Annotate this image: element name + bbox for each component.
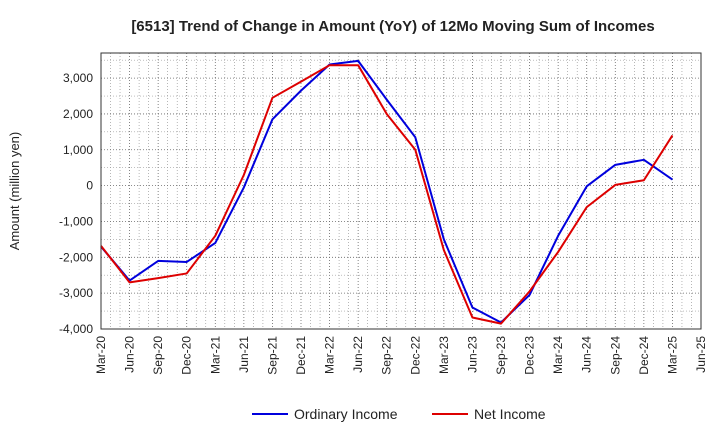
grid: [100, 53, 702, 330]
x-tick-label: Dec-24: [637, 336, 651, 375]
x-tick-label: Mar-20: [94, 336, 108, 374]
chart-title: [6513] Trend of Change in Amount (YoY) o…: [131, 18, 654, 35]
y-tick-label: 1,000: [63, 143, 93, 157]
x-tick-label: Sep-21: [265, 336, 279, 375]
x-tick-label: Jun-20: [123, 336, 137, 373]
series-lines: [100, 59, 674, 325]
y-tick-label: 3,000: [63, 71, 93, 85]
legend: Ordinary Income Net Income: [252, 406, 546, 422]
y-tick-label: -4,000: [59, 322, 93, 336]
x-tick-label: Mar-24: [551, 336, 565, 374]
x-tick-label: Sep-22: [380, 336, 394, 375]
x-tick-label: Mar-23: [437, 336, 451, 374]
series-line-2: [100, 64, 674, 325]
x-tick-label: Mar-21: [208, 336, 222, 374]
x-tick-label: Dec-20: [180, 336, 194, 375]
series-line-1: [100, 59, 673, 324]
y-tick-label: -3,000: [59, 286, 93, 300]
x-tick-label: Jun-21: [237, 336, 251, 373]
x-tick-label: Mar-25: [665, 336, 679, 374]
plot-frame: [100, 52, 702, 330]
x-tick-label: Jun-22: [351, 336, 365, 373]
x-tick-label: Jun-25: [694, 336, 708, 373]
legend-label: Net Income: [474, 406, 546, 422]
x-tick-label: Sep-24: [608, 336, 622, 375]
x-tick-labels: Mar-20 Jun-20 Sep-20 Dec-20 Mar-21 Jun-21 Sep-…: [94, 336, 708, 375]
y-axis-label: Amount (million yen): [7, 132, 22, 251]
x-tick-label: Dec-23: [523, 336, 537, 375]
x-tick-label: Jun-23: [465, 336, 479, 373]
x-tick-label: Dec-21: [294, 336, 308, 375]
x-tick-label: Sep-23: [494, 336, 508, 375]
x-tick-label: Sep-20: [151, 336, 165, 375]
y-tick-label: -1,000: [59, 214, 93, 228]
x-tick-label: Jun-24: [580, 336, 594, 373]
y-tick-label: 0: [86, 179, 93, 193]
y-tick-label: 2,000: [63, 107, 93, 121]
legend-label: Ordinary Income: [294, 406, 398, 422]
y-tick-label: -2,000: [59, 250, 93, 264]
x-tick-label: Mar-22: [323, 336, 337, 374]
y-tick-labels: 3,000 2,000 1,000 0 -1,000 -2,000 -3,000 -4,000: [59, 71, 93, 336]
x-tick-label: Dec-22: [408, 336, 422, 375]
